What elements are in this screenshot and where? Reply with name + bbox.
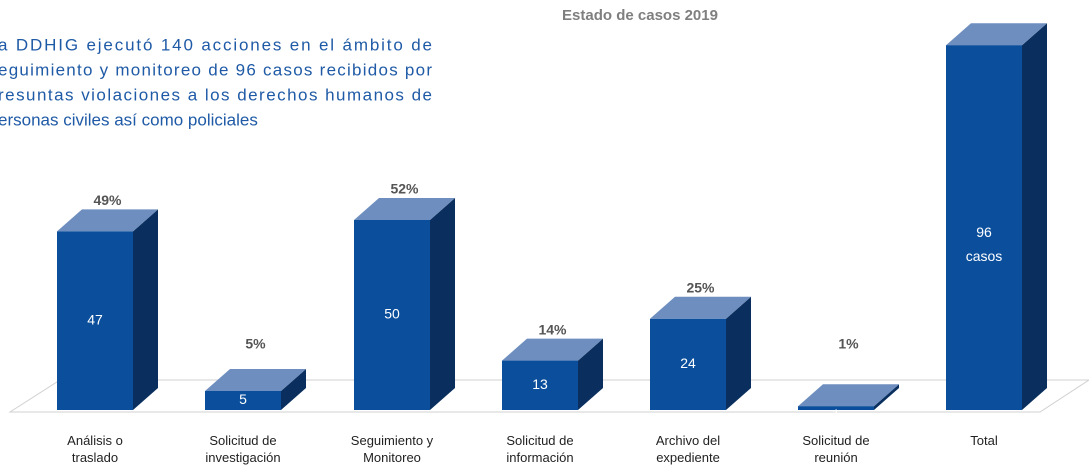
bar (205, 391, 281, 410)
bar-top (502, 338, 603, 361)
bar (354, 220, 430, 410)
bar-top (354, 198, 455, 220)
bar (946, 45, 1022, 410)
chart-title: Estado de casos 2019 (562, 7, 718, 24)
bar-top (205, 369, 306, 391)
bar-side (1022, 23, 1047, 410)
bar-side (578, 338, 603, 410)
bar (57, 231, 133, 410)
x-tick-label: Seguimiento y Monitoreo (350, 433, 434, 465)
percent-label: 14% (538, 321, 567, 337)
floor (8, 379, 1089, 413)
bar-top (650, 296, 751, 319)
percent-label: 52% (390, 181, 419, 197)
value-label: 1 (832, 406, 840, 422)
bar-side (281, 369, 306, 410)
percent-label: 25% (686, 280, 715, 296)
bar-side (133, 209, 158, 410)
annotation-line: a DDHIG ejecutó 140 acciones en el ámbit… (0, 35, 432, 54)
annotation-line: eguimiento y monitoreo de 96 casos recib… (0, 60, 432, 79)
x-tick-label: Archivo del expediente (655, 433, 721, 465)
x-tick-label: Solicitud de reunión (802, 433, 870, 465)
bar (798, 406, 874, 410)
x-tick-label: Análisis o traslado (67, 433, 123, 465)
bar-top (946, 23, 1047, 46)
bar-top (798, 384, 899, 407)
value-label: 50 (384, 306, 400, 322)
bar-side (874, 384, 899, 410)
bar-side (430, 198, 455, 410)
x-tick-label: Solicitud de información (506, 433, 574, 465)
percent-label: 5% (245, 336, 266, 352)
percent-label: 49% (93, 192, 122, 208)
bar-side (726, 296, 751, 410)
bar-top (57, 209, 158, 232)
percent-label: 1% (838, 336, 859, 352)
x-tick-label: Total (970, 433, 998, 448)
bar (650, 318, 726, 410)
value-label: 5 (239, 391, 247, 407)
bar (502, 360, 578, 410)
value-label: 47 (87, 311, 103, 327)
value-label: 96 casos (966, 224, 1003, 264)
annotation-line: ersonas civiles así como policiales (0, 110, 258, 129)
value-label: 24 (680, 355, 696, 371)
x-tick-label: Solicitud de investigación (205, 433, 281, 465)
annotation-line: resuntas violaciones a los derechos huma… (0, 85, 432, 104)
value-label: 13 (532, 376, 548, 392)
